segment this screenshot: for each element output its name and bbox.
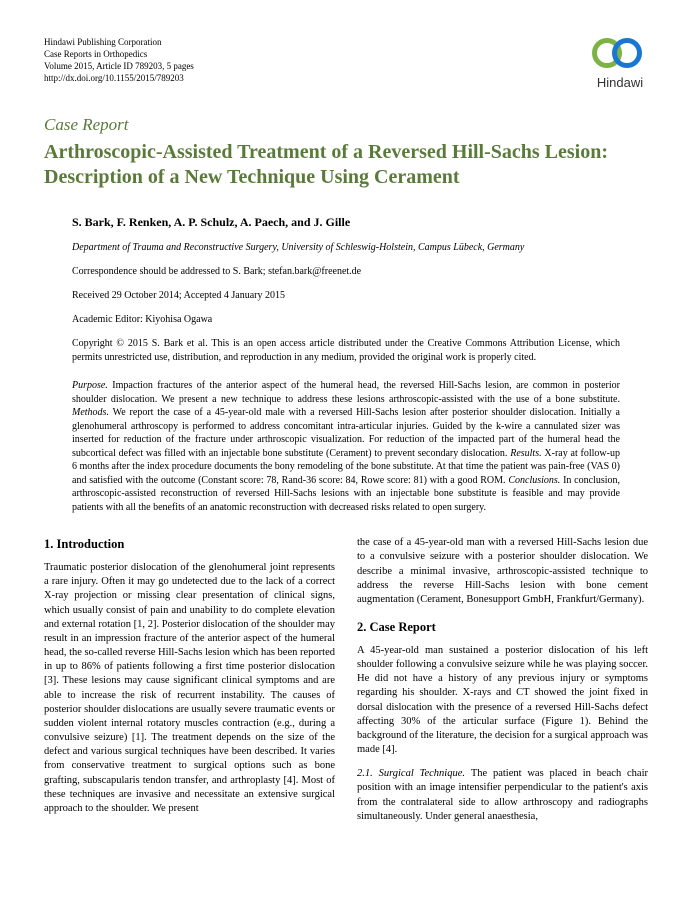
body-columns: 1. Introduction Traumatic posterior disl…	[44, 536, 648, 824]
authors-list: S. Bark, F. Renken, A. P. Schulz, A. Pae…	[72, 214, 620, 231]
section-heading-case-report: 2. Case Report	[357, 619, 648, 636]
logo-rings-icon	[592, 36, 648, 72]
publisher-name: Hindawi Publishing Corporation	[44, 36, 648, 48]
case-paragraph-1: A 45-year-old man sustained a posterior …	[357, 644, 648, 757]
article-type: Case Report	[44, 113, 648, 137]
doi-link: http://dx.doi.org/10.1155/2015/789203	[44, 72, 648, 84]
article-dates: Received 29 October 2014; Accepted 4 Jan…	[72, 289, 620, 303]
intro-paragraph-2: the case of a 45-year-old man with a rev…	[357, 536, 648, 607]
publication-info: Hindawi Publishing Corporation Case Repo…	[44, 36, 648, 85]
publisher-logo: Hindawi	[592, 36, 648, 92]
abstract-purpose: Impaction fractures of the anterior aspe…	[72, 380, 620, 405]
abstract-conclusions-label: Conclusions.	[508, 475, 560, 486]
column-right: the case of a 45-year-old man with a rev…	[357, 536, 648, 824]
article-front-matter: S. Bark, F. Renken, A. P. Schulz, A. Pae…	[44, 214, 648, 514]
surgical-technique-paragraph: 2.1. Surgical Technique. The patient was…	[357, 767, 648, 824]
affiliation: Department of Trauma and Reconstructive …	[72, 241, 620, 255]
article-title: Arthroscopic-Assisted Treatment of a Rev…	[44, 140, 648, 190]
copyright-notice: Copyright © 2015 S. Bark et al. This is …	[72, 337, 620, 365]
abstract-results-label: Results.	[510, 448, 541, 459]
abstract-purpose-label: Purpose.	[72, 380, 108, 391]
logo-text: Hindawi	[592, 74, 648, 92]
journal-name: Case Reports in Orthopedics	[44, 48, 648, 60]
abstract-block: Purpose. Impaction fractures of the ante…	[72, 379, 620, 514]
volume-info: Volume 2015, Article ID 789203, 5 pages	[44, 60, 648, 72]
column-left: 1. Introduction Traumatic posterior disl…	[44, 536, 335, 824]
academic-editor: Academic Editor: Kiyohisa Ogawa	[72, 313, 620, 327]
abstract-methods-label: Methods.	[72, 407, 109, 418]
correspondence: Correspondence should be addressed to S.…	[72, 265, 620, 279]
subsection-label-surgical: 2.1. Surgical Technique.	[357, 768, 471, 779]
logo-ring-blue-icon	[612, 38, 642, 68]
intro-paragraph-1: Traumatic posterior dislocation of the g…	[44, 561, 335, 816]
section-heading-introduction: 1. Introduction	[44, 536, 335, 553]
document-header: Hindawi Publishing Corporation Case Repo…	[44, 36, 648, 85]
